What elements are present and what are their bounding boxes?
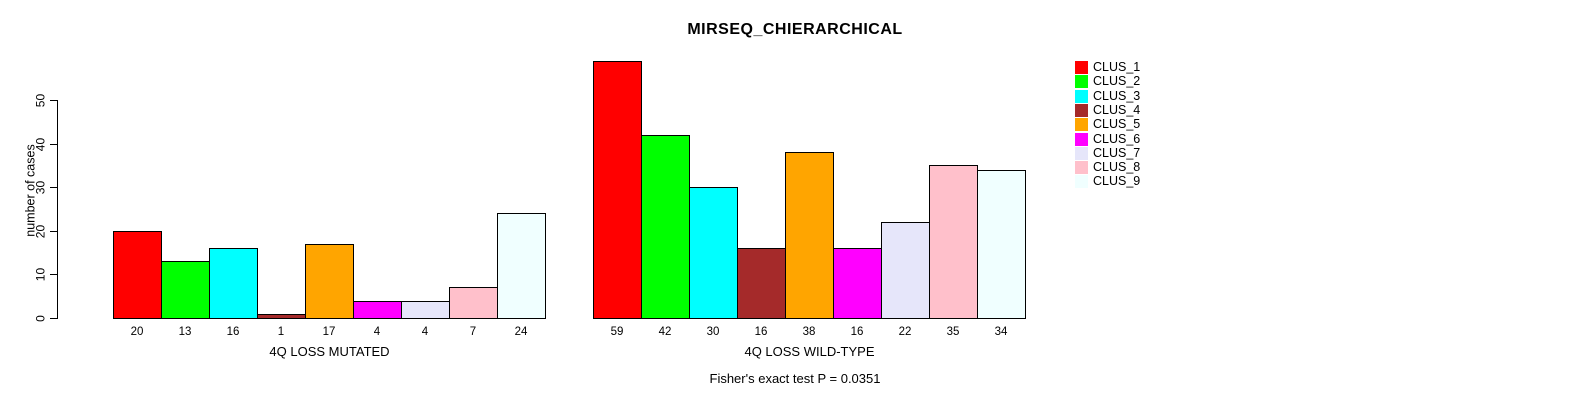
bar — [833, 248, 882, 319]
bar-value-label: 20 — [130, 326, 144, 338]
bar — [257, 313, 306, 319]
bar-value-label: 16 — [226, 326, 240, 338]
bar — [785, 152, 834, 319]
bar-value-label: 59 — [610, 326, 624, 338]
y-tick-mark — [50, 100, 57, 101]
bar — [209, 248, 258, 319]
legend-entry-label: CLUS_7 — [1093, 145, 1141, 160]
legend-swatch — [1075, 61, 1088, 74]
y-tick-mark — [50, 187, 57, 189]
chart-title: MIRSEQ_CHIERARCHICAL — [687, 21, 903, 38]
bar-value-label: 38 — [802, 326, 816, 338]
bar — [641, 134, 690, 319]
bar-value-label: 35 — [946, 326, 960, 338]
legend-entry-label: CLUS_4 — [1093, 102, 1141, 117]
x-axis-label-wildtype: 4Q LOSS WILD-TYPE — [744, 344, 875, 359]
bar-value-label: 4 — [373, 326, 381, 338]
legend-entry-label: CLUS_8 — [1093, 160, 1141, 175]
bar-value-label: 34 — [994, 326, 1008, 338]
bar-value-label: 42 — [658, 326, 672, 338]
bar — [305, 243, 354, 319]
bar — [737, 248, 786, 319]
legend-entry-label: CLUS_3 — [1093, 88, 1141, 103]
y-axis-line — [57, 100, 58, 319]
bar-value-label: 22 — [898, 326, 912, 338]
annotation-text: Fisher's exact test P = 0.0351 — [709, 371, 881, 386]
y-tick-label: 10 — [33, 268, 48, 282]
legend-swatch — [1075, 161, 1088, 175]
bar — [977, 169, 1026, 319]
y-tick-label: 20 — [33, 224, 48, 238]
bar — [497, 213, 546, 319]
x-axis-label-mutated: 4Q LOSS MUTATED — [269, 344, 390, 359]
bar-value-label: 4 — [421, 326, 429, 338]
legend-swatch — [1075, 175, 1088, 189]
legend-entry-label: CLUS_6 — [1093, 131, 1141, 146]
legend-swatch — [1075, 75, 1088, 89]
legend-swatch — [1075, 89, 1088, 103]
bar-value-label: 16 — [850, 326, 864, 338]
y-tick-mark — [50, 274, 57, 276]
bar — [401, 300, 450, 319]
legend-swatch — [1075, 146, 1088, 160]
bar — [113, 230, 162, 319]
bar-value-label: 24 — [514, 326, 528, 338]
legend-entry-label: CLUS_1 — [1093, 60, 1141, 74]
y-tick-label: 0 — [33, 315, 48, 322]
bar-value-label: 1 — [277, 326, 285, 338]
bar — [881, 222, 930, 319]
y-tick-mark — [50, 230, 57, 232]
y-tick-mark — [50, 143, 57, 145]
bar — [161, 261, 210, 319]
y-tick-label: 30 — [33, 181, 48, 195]
y-tick-label: 50 — [33, 93, 48, 108]
bar-value-label: 30 — [706, 326, 720, 338]
bar-value-label: 7 — [469, 326, 477, 338]
y-tick-mark — [50, 318, 57, 319]
bar — [689, 187, 738, 319]
legend-swatch — [1075, 103, 1088, 117]
bar — [449, 287, 498, 319]
bar — [353, 300, 402, 319]
bar-value-label: 16 — [754, 326, 768, 338]
bar — [929, 165, 978, 319]
legend-swatch — [1075, 118, 1088, 132]
bar-value-label: 13 — [178, 326, 192, 338]
bar — [593, 60, 642, 319]
legend-entry-label: CLUS_9 — [1093, 174, 1141, 189]
legend-entry-label: CLUS_2 — [1093, 74, 1141, 89]
bar-value-label: 17 — [322, 326, 336, 338]
y-tick-label: 40 — [33, 137, 48, 151]
legend-entry-label: CLUS_5 — [1093, 117, 1141, 132]
legend-swatch — [1075, 132, 1088, 146]
